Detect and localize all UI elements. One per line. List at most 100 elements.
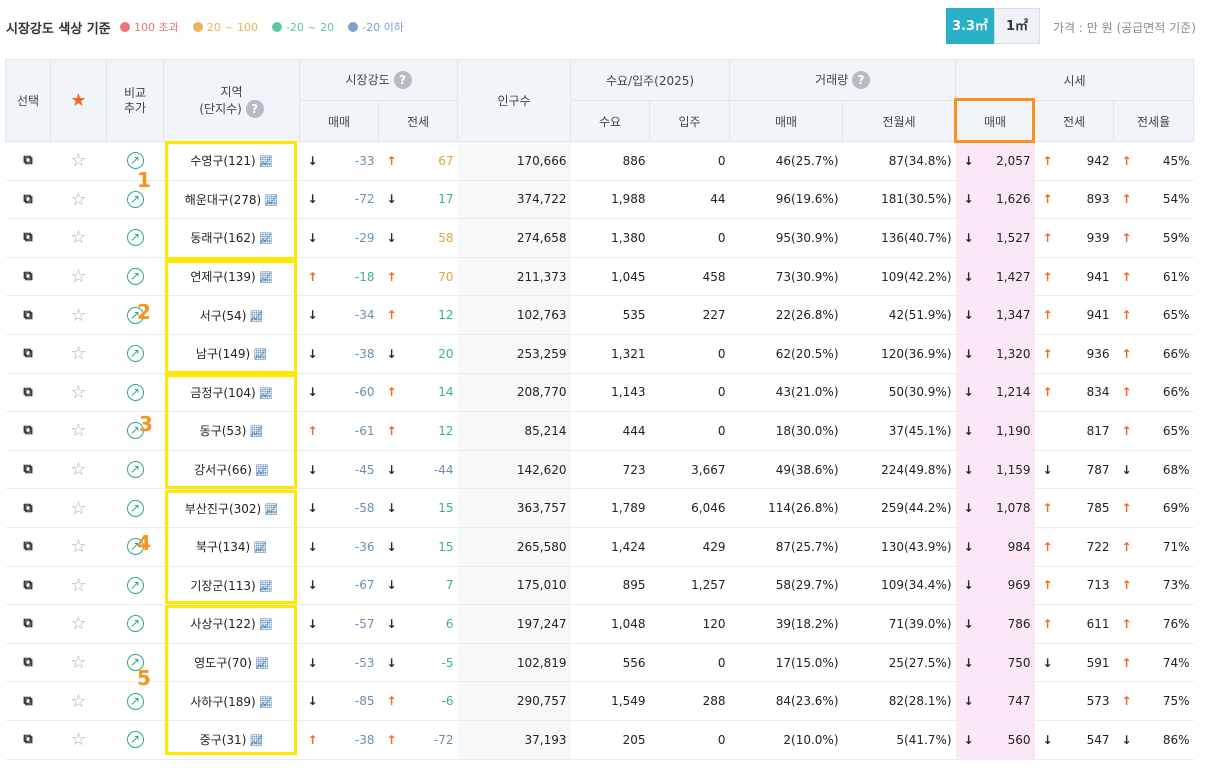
open-external-icon[interactable]: ⧉ bbox=[23, 307, 33, 323]
star-outline-icon[interactable]: ☆ bbox=[70, 381, 87, 403]
compare-add-icon[interactable]: ↗ bbox=[126, 268, 144, 286]
col-vol-sale[interactable]: 매매 bbox=[729, 100, 844, 142]
region-name[interactable]: 사하구(189) bbox=[190, 694, 256, 709]
region-name[interactable]: 기장군(113) bbox=[190, 578, 256, 593]
trend-chart-icon[interactable]: 📈︎ bbox=[258, 695, 273, 709]
open-external-icon[interactable]: ⧉ bbox=[23, 616, 33, 632]
region-cell[interactable]: 연제구(139) 📈︎ bbox=[163, 257, 300, 297]
col-population[interactable]: 인구수 bbox=[457, 59, 571, 142]
open-external-icon[interactable]: ⧉ bbox=[23, 423, 33, 439]
star-outline-icon[interactable]: ☆ bbox=[70, 729, 87, 751]
col-vol-rent[interactable]: 전월세 bbox=[842, 100, 957, 142]
help-icon[interactable]: ? bbox=[245, 100, 264, 119]
region-name[interactable]: 수영구(121) bbox=[190, 154, 256, 169]
region-cell[interactable]: 동구(53) 📈︎ bbox=[163, 411, 300, 451]
col-jeonse-ratio[interactable]: 전세율 bbox=[1113, 100, 1195, 142]
unit-1-button[interactable]: 1㎡ bbox=[994, 8, 1040, 44]
compare-add-icon[interactable]: ↗ bbox=[126, 615, 144, 633]
compare-add-icon[interactable]: ↗ bbox=[126, 152, 144, 170]
open-external-icon[interactable]: ⧉ bbox=[23, 655, 33, 671]
star-outline-icon[interactable]: ☆ bbox=[70, 227, 87, 249]
star-outline-icon[interactable]: ☆ bbox=[70, 266, 87, 288]
region-cell[interactable]: 영도구(70) 📈︎ bbox=[163, 643, 300, 683]
table-row[interactable]: ⧉ ☆ ↗ 기장군(113) 📈︎ ↓ -67 ↓ 7 175,010 895 1,2… bbox=[5, 566, 1194, 606]
region-name[interactable]: 중구(31) bbox=[199, 733, 247, 748]
help-icon[interactable]: ? bbox=[852, 71, 870, 90]
compare-add-icon[interactable]: ↗ bbox=[126, 461, 144, 479]
help-icon[interactable]: ? bbox=[393, 71, 412, 90]
open-external-icon[interactable]: ⧉ bbox=[23, 577, 33, 593]
region-name[interactable]: 금정구(104) bbox=[190, 385, 256, 400]
compare-add-icon[interactable]: ↗ bbox=[126, 383, 144, 401]
star-filled-icon[interactable]: ★ bbox=[70, 90, 87, 111]
table-row[interactable]: ⧉ ☆ ↗ 사상구(122) 📈︎ ↓ -57 ↓ 6 197,247 1,048 1… bbox=[5, 604, 1194, 644]
open-external-icon[interactable]: ⧉ bbox=[23, 462, 33, 478]
trend-chart-icon[interactable]: 📈︎ bbox=[254, 464, 269, 478]
star-outline-icon[interactable]: ☆ bbox=[70, 690, 87, 712]
open-external-icon[interactable]: ⧉ bbox=[23, 346, 33, 362]
region-name[interactable]: 서구(54) bbox=[199, 308, 247, 323]
compare-add-icon[interactable]: ↗ bbox=[126, 422, 144, 440]
trend-chart-icon[interactable]: 📈︎ bbox=[249, 425, 264, 439]
table-row[interactable]: ⧉ ☆ ↗ 동래구(162) 📈︎ ↓ -29 ↓ 58 274,658 1,380 … bbox=[5, 218, 1194, 258]
open-external-icon[interactable]: ⧉ bbox=[23, 191, 33, 207]
table-row[interactable]: ⧉ ☆ ↗ 해운대구(278) 📈︎ ↓ -72 ↓ 17 374,722 1,988… bbox=[5, 180, 1194, 220]
compare-add-icon[interactable]: ↗ bbox=[126, 576, 144, 594]
open-external-icon[interactable]: ⧉ bbox=[23, 230, 33, 246]
region-cell[interactable]: 기장군(113) 📈︎ bbox=[163, 566, 300, 606]
region-cell[interactable]: 남구(149) 📈︎ bbox=[163, 334, 300, 374]
region-name[interactable]: 남구(149) bbox=[195, 347, 251, 362]
region-name[interactable]: 북구(134) bbox=[195, 540, 251, 555]
compare-add-icon[interactable]: ↗ bbox=[126, 731, 144, 749]
compare-add-icon[interactable]: ↗ bbox=[126, 538, 144, 556]
trend-chart-icon[interactable]: 📈︎ bbox=[258, 232, 273, 246]
col-region[interactable]: 지역 (단지수) ? bbox=[163, 59, 300, 142]
star-outline-icon[interactable]: ☆ bbox=[70, 304, 87, 326]
region-cell[interactable]: 수영구(121) 📈︎ bbox=[163, 141, 300, 181]
open-external-icon[interactable]: ⧉ bbox=[23, 693, 33, 709]
col-market-jeonse[interactable]: 전세 bbox=[378, 100, 458, 142]
trend-chart-icon[interactable]: 📈︎ bbox=[264, 502, 279, 516]
trend-chart-icon[interactable]: 📈︎ bbox=[258, 386, 273, 400]
col-movein[interactable]: 입주 bbox=[648, 100, 731, 142]
open-external-icon[interactable]: ⧉ bbox=[23, 153, 33, 169]
star-outline-icon[interactable]: ☆ bbox=[70, 613, 87, 635]
trend-chart-icon[interactable]: 📈︎ bbox=[249, 734, 264, 748]
trend-chart-icon[interactable]: 📈︎ bbox=[264, 193, 279, 207]
compare-add-icon[interactable]: ↗ bbox=[126, 345, 144, 363]
table-row[interactable]: ⧉ ☆ ↗ 수영구(121) 📈︎ ↓ -33 ↑ 67 170,666 886 0 … bbox=[5, 141, 1194, 181]
star-outline-icon[interactable]: ☆ bbox=[70, 497, 87, 519]
table-row[interactable]: ⧉ ☆ ↗ 강서구(66) 📈︎ ↓ -45 ↓ -44 142,620 723 3,… bbox=[5, 450, 1194, 490]
region-cell[interactable]: 서구(54) 📈︎ bbox=[163, 295, 300, 335]
compare-add-icon[interactable]: ↗ bbox=[126, 229, 144, 247]
region-name[interactable]: 연제구(139) bbox=[190, 270, 256, 285]
trend-chart-icon[interactable]: 📈︎ bbox=[254, 657, 269, 671]
region-cell[interactable]: 사하구(189) 📈︎ bbox=[163, 681, 300, 721]
star-outline-icon[interactable]: ☆ bbox=[70, 150, 87, 172]
star-outline-icon[interactable]: ☆ bbox=[70, 343, 87, 365]
region-cell[interactable]: 사상구(122) 📈︎ bbox=[163, 604, 300, 644]
trend-chart-icon[interactable]: 📈︎ bbox=[258, 155, 273, 169]
region-name[interactable]: 동래구(162) bbox=[190, 231, 256, 246]
star-outline-icon[interactable]: ☆ bbox=[70, 652, 87, 674]
unit-3.3-button[interactable]: 3.3㎡ bbox=[946, 8, 994, 44]
table-row[interactable]: ⧉ ☆ ↗ 영도구(70) 📈︎ ↓ -53 ↓ -5 102,819 556 0 1… bbox=[5, 643, 1194, 683]
table-row[interactable]: ⧉ ☆ ↗ 남구(149) 📈︎ ↓ -38 ↓ 20 253,259 1,321 0… bbox=[5, 334, 1194, 374]
compare-add-icon[interactable]: ↗ bbox=[126, 190, 144, 208]
region-cell[interactable]: 동래구(162) 📈︎ bbox=[163, 218, 300, 258]
region-name[interactable]: 사상구(122) bbox=[190, 617, 256, 632]
compare-add-icon[interactable]: ↗ bbox=[126, 499, 144, 517]
region-cell[interactable]: 북구(134) 📈︎ bbox=[163, 527, 300, 567]
region-cell[interactable]: 금정구(104) 📈︎ bbox=[163, 373, 300, 413]
compare-add-icon[interactable]: ↗ bbox=[126, 654, 144, 672]
trend-chart-icon[interactable]: 📈︎ bbox=[258, 271, 273, 285]
trend-chart-icon[interactable]: 📈︎ bbox=[258, 579, 273, 593]
star-outline-icon[interactable]: ☆ bbox=[70, 574, 87, 596]
table-row[interactable]: ⧉ ☆ ↗ 북구(134) 📈︎ ↓ -36 ↓ 15 265,580 1,424 4… bbox=[5, 527, 1194, 567]
table-row[interactable]: ⧉ ☆ ↗ 사하구(189) 📈︎ ↓ -85 ↑ -6 290,757 1,549 … bbox=[5, 681, 1194, 721]
col-price-jeonse[interactable]: 전세 bbox=[1034, 100, 1115, 142]
region-name[interactable]: 강서구(66) bbox=[194, 463, 252, 478]
table-row[interactable]: ⧉ ☆ ↗ 중구(31) 📈︎ ↑ -38 ↑ -72 37,193 205 0 2(… bbox=[5, 720, 1194, 760]
region-name[interactable]: 부산진구(302) bbox=[184, 501, 262, 516]
table-row[interactable]: ⧉ ☆ ↗ 금정구(104) 📈︎ ↓ -60 ↑ 14 208,770 1,143 … bbox=[5, 373, 1194, 413]
